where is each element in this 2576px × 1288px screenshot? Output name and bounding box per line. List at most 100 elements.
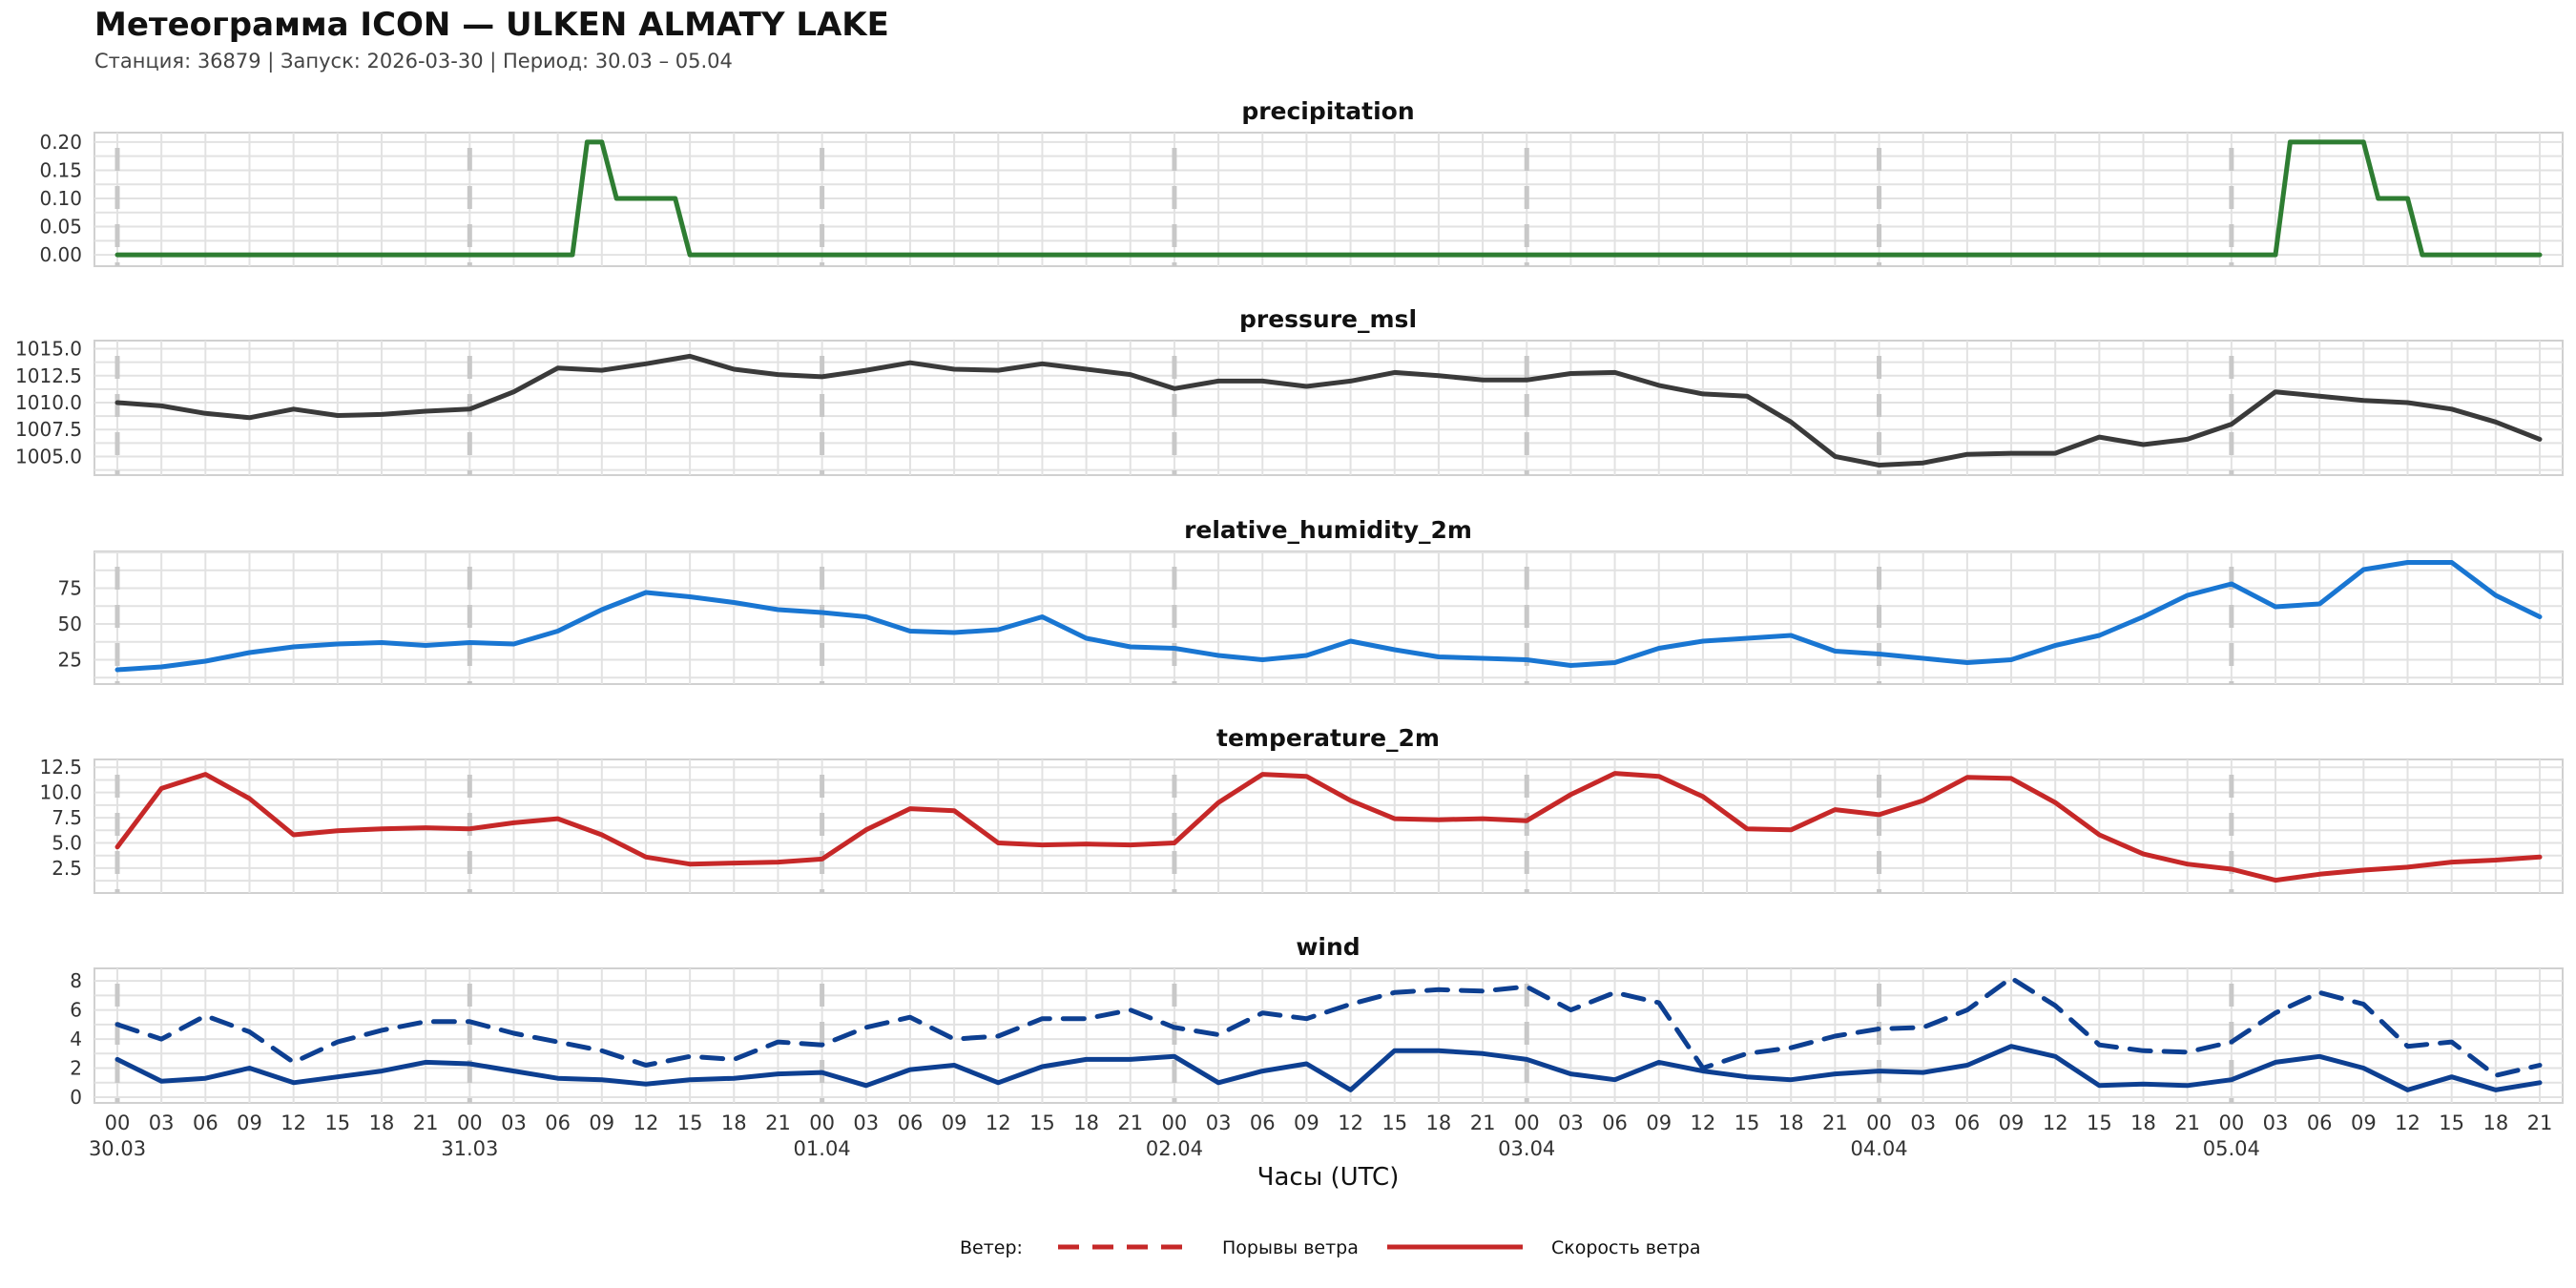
x-tick-label: 03 — [501, 1111, 527, 1134]
x-tick-label: 00 — [1162, 1111, 1188, 1134]
y-tick-label: 8 — [70, 969, 82, 992]
series-line-speed — [114, 1044, 2543, 1092]
x-tick-label: 21 — [2527, 1111, 2553, 1134]
x-tick-label: 00 — [1514, 1111, 1540, 1134]
x-date-label: 31.03 — [441, 1137, 498, 1160]
x-tick-label: 15 — [324, 1111, 350, 1134]
x-tick-label: 00 — [105, 1111, 131, 1134]
legend-title: Ветер: — [960, 1237, 1023, 1258]
x-tick-label: 15 — [1735, 1111, 1760, 1134]
x-tick-label: 21 — [413, 1111, 439, 1134]
chart-title: Метеограмма ICON — ULKEN ALMATY LAKE — [94, 6, 889, 44]
x-tick-label: 03 — [149, 1111, 175, 1134]
chart-subtitle: Станция: 36879 | Запуск: 2026-03-30 | Пе… — [94, 50, 733, 73]
y-tick-label: 1010.0 — [15, 391, 82, 414]
y-tick-label: 5.0 — [52, 831, 82, 854]
y-tick-label: 0 — [70, 1086, 82, 1109]
y-tick-label: 12.5 — [39, 756, 82, 779]
x-tick-label: 06 — [545, 1111, 571, 1134]
x-tick-label: 21 — [1470, 1111, 1496, 1134]
y-tick-label: 10.0 — [39, 781, 82, 804]
x-tick-label: 06 — [898, 1111, 924, 1134]
panel-title-precipitation: precipitation — [1241, 97, 1414, 125]
x-tick-label: 06 — [2307, 1111, 2333, 1134]
x-tick-label: 21 — [1822, 1111, 1848, 1134]
x-date-label: 30.03 — [89, 1137, 146, 1160]
x-date-label: 05.04 — [2203, 1137, 2260, 1160]
x-tick-label: 09 — [237, 1111, 262, 1134]
x-tick-label: 18 — [1426, 1111, 1452, 1134]
x-tick-label: 09 — [1999, 1111, 2025, 1134]
panel-temperature: 2.5 5.07.510.012.5 temperature_2m — [39, 724, 2564, 894]
x-tick-label: 03 — [1206, 1111, 1232, 1134]
legend-label-speed: Скорость ветра — [1551, 1237, 1700, 1258]
y-tick-label: 0.15 — [39, 158, 82, 181]
y-tick-label: 0.00 — [39, 243, 82, 266]
x-tick-label: 18 — [1073, 1111, 1099, 1134]
panel-frame — [93, 551, 2564, 685]
x-tick-label: 00 — [2218, 1111, 2244, 1134]
x-tick-label: 06 — [1955, 1111, 1981, 1134]
x-tick-label: 15 — [1381, 1111, 1407, 1134]
x-tick-label: 03 — [853, 1111, 879, 1134]
x-tick-label: 03 — [1558, 1111, 1584, 1134]
y-tick-label: 50 — [58, 613, 82, 635]
x-tick-label: 18 — [1778, 1111, 1804, 1134]
panel-title-wind: wind — [1296, 933, 1360, 961]
x-tick-label: 09 — [2351, 1111, 2377, 1134]
x-tick-label: 03 — [1910, 1111, 1936, 1134]
panel-precipitation: 0.00 0.05 0.10 0.15 0.20 precipitation — [39, 97, 2564, 267]
x-tick-label: 12 — [280, 1111, 306, 1134]
x-tick-label: 12 — [1691, 1111, 1716, 1134]
y-tick-label: 4 — [70, 1028, 82, 1050]
legend: Ветер: Порывы ветра Скорость ветра — [960, 1237, 1700, 1258]
series-line-precipitation — [114, 139, 2543, 258]
x-tick-label: 18 — [2130, 1111, 2156, 1134]
panel-frame — [93, 967, 2564, 1104]
legend-label-gusts: Порывы ветра — [1222, 1237, 1359, 1258]
panel-humidity: 25 50 75 relative_humidity_2m — [58, 516, 2564, 685]
x-tick-label: 12 — [2043, 1111, 2068, 1134]
y-tick-label: 2.5 — [52, 857, 82, 880]
x-tick-label: 12 — [986, 1111, 1011, 1134]
y-tick-label: 2 — [70, 1057, 82, 1080]
x-tick-label: 15 — [2087, 1111, 2112, 1134]
y-tick-label: 7.5 — [52, 806, 82, 829]
series-line-humidity — [114, 560, 2543, 673]
x-tick-label: 06 — [1250, 1111, 1276, 1134]
x-tick-label: 09 — [1646, 1111, 1672, 1134]
x-tick-label: 15 — [1029, 1111, 1055, 1134]
x-tick-label: 00 — [1866, 1111, 1892, 1134]
series-line-pressure — [114, 353, 2543, 467]
y-tick-label: 1005.0 — [15, 445, 82, 467]
x-tick-label: 18 — [721, 1111, 747, 1134]
x-tick-label: 06 — [193, 1111, 218, 1134]
x-tick-label: 21 — [1117, 1111, 1143, 1134]
x-date-label: 03.04 — [1498, 1137, 1555, 1160]
x-axis: 00 03 06 09 12 15 18 21 00 03 06 09 12 15 18 21 00 03 06 09… — [89, 1111, 2552, 1192]
x-tick-label: 03 — [2263, 1111, 2289, 1134]
y-tick-label: 0.05 — [39, 216, 82, 239]
x-tick-label: 18 — [2483, 1111, 2508, 1134]
x-tick-label: 00 — [457, 1111, 483, 1134]
series-line-gusts — [114, 975, 2543, 1078]
x-tick-label: 15 — [677, 1111, 703, 1134]
x-tick-label: 09 — [589, 1111, 614, 1134]
x-tick-label: 21 — [2174, 1111, 2200, 1134]
x-tick-label: 15 — [2439, 1111, 2464, 1134]
x-tick-label: 12 — [634, 1111, 659, 1134]
x-tick-label: 00 — [809, 1111, 835, 1134]
x-axis-label: Часы (UTC) — [1257, 1163, 1400, 1192]
panel-title-humidity: relative_humidity_2m — [1184, 516, 1472, 544]
x-tick-label: 12 — [1338, 1111, 1363, 1134]
x-tick-label: 09 — [942, 1111, 967, 1134]
x-tick-label: 06 — [1602, 1111, 1628, 1134]
x-tick-label: 12 — [2395, 1111, 2420, 1134]
x-date-label: 01.04 — [794, 1137, 851, 1160]
y-tick-label: 1012.5 — [15, 364, 82, 387]
x-date-label: 04.04 — [1850, 1137, 1907, 1160]
y-tick-label: 0.20 — [39, 131, 82, 154]
panel-title-pressure: pressure_msl — [1239, 305, 1417, 333]
y-tick-label: 1015.0 — [15, 338, 82, 361]
